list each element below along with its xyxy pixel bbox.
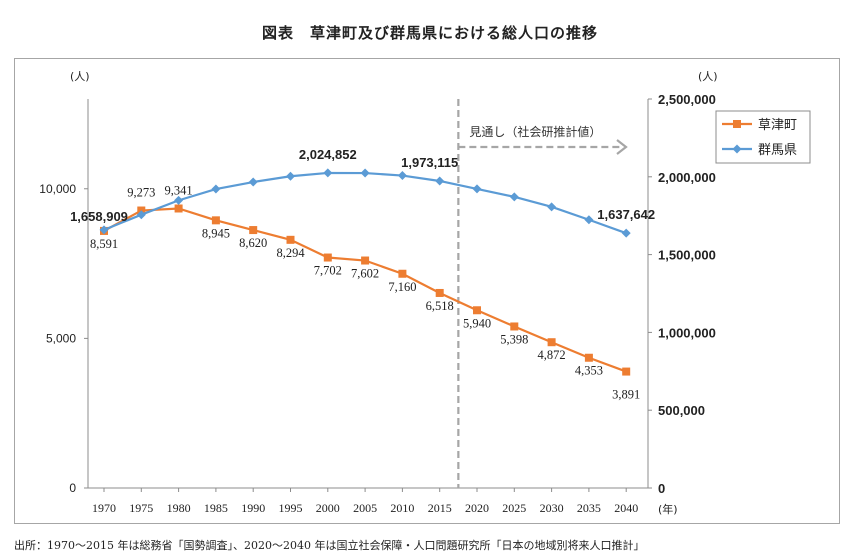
kusatsu-data-label: 8,945 <box>202 226 230 240</box>
x-tick-label: 2040 <box>614 501 638 515</box>
x-tick-label: 1995 <box>279 501 303 515</box>
x-tick-label: 2000 <box>316 501 340 515</box>
kusatsu-marker <box>174 204 183 213</box>
gunma-marker <box>360 168 370 178</box>
right-tick-label: 1,000,000 <box>658 325 716 340</box>
right-tick-label: 1,500,000 <box>658 248 716 263</box>
x-tick-label: 2015 <box>428 501 452 515</box>
right-axis-unit: (人) <box>698 70 718 83</box>
projection-label: 見通し（社会研推計値） <box>469 124 601 139</box>
x-tick-label: 2005 <box>353 501 377 515</box>
left-axis-unit: (人) <box>70 70 90 83</box>
kusatsu-data-label: 4,872 <box>538 348 566 362</box>
kusatsu-line <box>103 207 627 373</box>
kusatsu-data-label: 5,398 <box>500 332 528 346</box>
right-tick-label: 2,000,000 <box>658 170 716 185</box>
right-tick-label: 2,500,000 <box>658 92 716 107</box>
gunma-marker <box>323 168 333 178</box>
kusatsu-data-label: 3,891 <box>612 388 640 402</box>
kusatsu-marker <box>547 338 556 347</box>
gunma-marker <box>211 184 221 194</box>
x-tick-label: 2025 <box>502 501 526 515</box>
kusatsu-marker <box>622 367 631 376</box>
kusatsu-marker <box>361 256 370 265</box>
legend-label: 草津町 <box>758 118 797 133</box>
kusatsu-data-label: 9,273 <box>127 186 155 200</box>
kusatsu-data-label: 4,353 <box>575 364 603 378</box>
gunma-marker <box>547 202 557 212</box>
legend-label: 群馬県 <box>758 143 797 158</box>
kusatsu-marker <box>249 226 258 235</box>
gunma-data-label: 1,973,115 <box>401 155 458 170</box>
chart-title: 図表 草津町及び群馬県における総人口の推移 <box>261 24 598 42</box>
kusatsu-data-label: 7,160 <box>388 280 416 294</box>
kusatsu-marker <box>323 253 332 262</box>
kusatsu-data-label: 7,702 <box>314 264 342 278</box>
chart-frame <box>14 58 840 524</box>
right-tick-label: 500,000 <box>658 403 705 418</box>
kusatsu-data-label: 9,341 <box>165 183 193 197</box>
x-tick-label: 1975 <box>129 501 153 515</box>
kusatsu-data-label: 7,602 <box>351 267 379 281</box>
kusatsu-marker <box>584 353 593 362</box>
kusatsu-data-label: 8,591 <box>90 237 118 251</box>
gunma-data-label: 1,637,642 <box>597 207 655 222</box>
x-tick-label: 2035 <box>577 501 601 515</box>
left-tick-label: 5,000 <box>46 331 76 345</box>
kusatsu-marker <box>510 322 519 331</box>
gunma-marker <box>174 195 184 205</box>
gunma-marker <box>435 176 445 186</box>
kusatsu-marker <box>286 235 295 244</box>
gunma-data-label: 2,024,852 <box>299 147 357 162</box>
x-tick-label: 2030 <box>540 501 564 515</box>
kusatsu-marker <box>435 288 444 297</box>
x-tick-label: 2020 <box>465 501 489 515</box>
kusatsu-marker <box>211 216 220 225</box>
gunma-marker <box>509 192 519 202</box>
source-note: 出所：1970〜2015 年は総務省「国勢調査」、2020〜2040 年は国立社… <box>14 539 645 552</box>
gunma-marker <box>136 210 146 220</box>
legend-swatch-marker <box>732 144 742 154</box>
gunma-marker <box>248 177 258 187</box>
chart-plot: (人) (人) (年) 0 5,000 10,000 0 500,000 1,000,000 1,… <box>39 70 811 516</box>
gunma-marker <box>99 225 109 235</box>
x-tick-label: 1980 <box>167 501 191 515</box>
gunma-line <box>103 171 627 235</box>
right-tick-label: 0 <box>658 481 665 496</box>
gunma-marker <box>472 184 482 194</box>
gunma-marker <box>584 215 594 225</box>
x-tick-label: 1970 <box>92 501 116 515</box>
kusatsu-data-label: 6,518 <box>426 299 454 313</box>
left-tick-label: 0 <box>69 481 76 495</box>
kusatsu-marker <box>473 306 481 315</box>
x-axis-unit: (年) <box>658 502 678 516</box>
gunma-data-label: 1,658,909 <box>70 209 128 224</box>
gunma-marker <box>397 171 407 181</box>
x-tick-label: 1990 <box>241 501 265 515</box>
legend-swatch-marker <box>733 120 741 128</box>
x-tick-label: 1985 <box>204 501 228 515</box>
gunma-marker <box>286 171 295 181</box>
left-tick-label: 10,000 <box>39 182 76 196</box>
kusatsu-data-label: 8,620 <box>239 236 267 250</box>
projection-arrow-head <box>616 139 628 155</box>
gunma-marker <box>621 228 631 238</box>
kusatsu-marker <box>398 269 407 278</box>
legend-box <box>715 110 811 164</box>
x-tick-label: 2010 <box>390 501 414 515</box>
kusatsu-data-label: 5,940 <box>463 316 491 330</box>
kusatsu-data-label: 8,294 <box>276 246 305 260</box>
